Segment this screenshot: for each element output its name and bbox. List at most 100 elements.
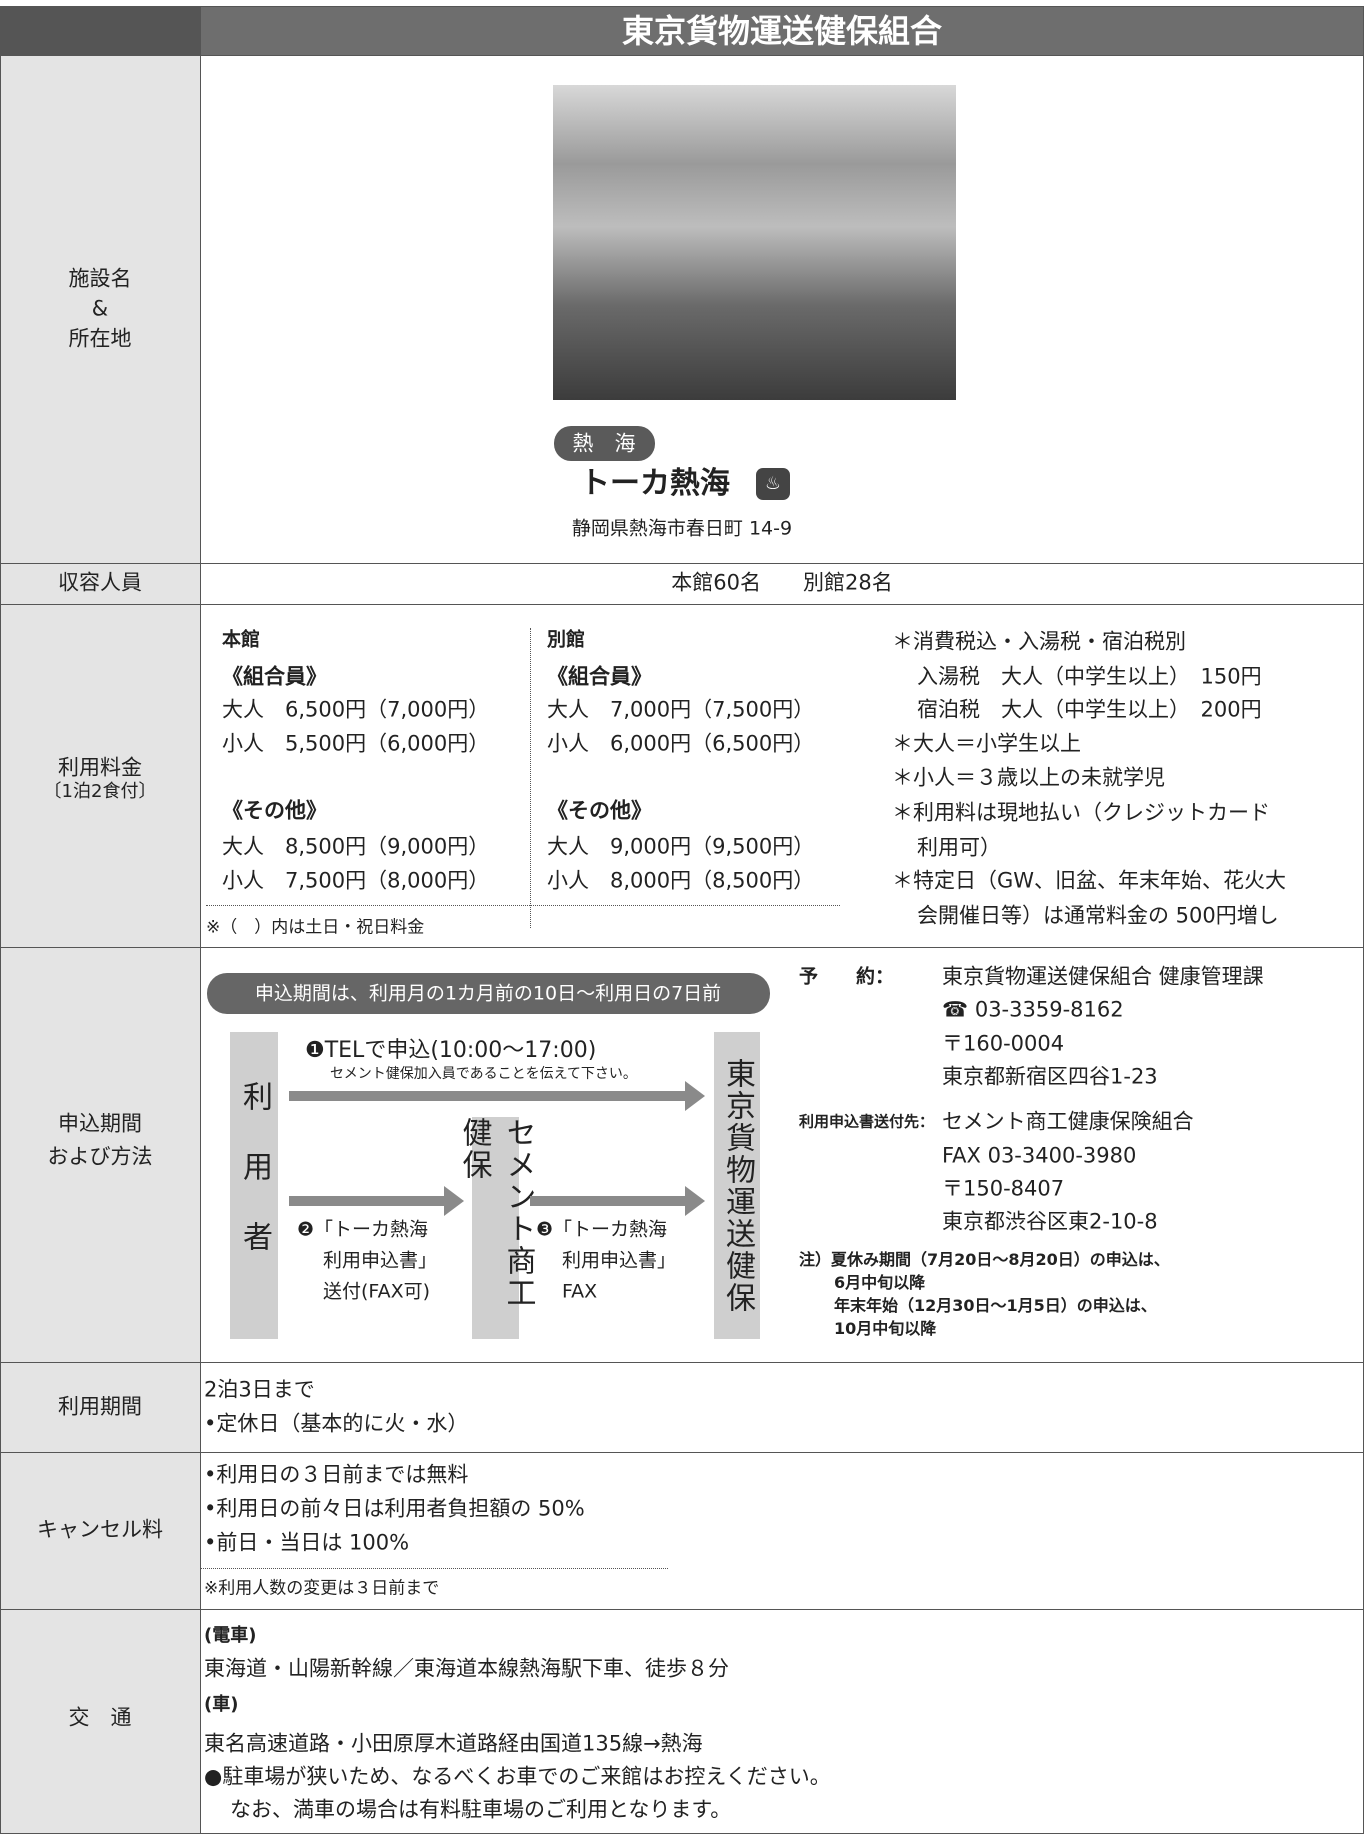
period-pill [207, 973, 770, 1014]
step: 利用申込書」 [323, 1249, 438, 1272]
text: 東海道・山陽新幹線／東海道本線熱海駅下車、徒歩８分 [204, 1656, 729, 1681]
fee-heading: 《組合員》 [222, 664, 327, 689]
text: •前日・当日は 100% [204, 1530, 410, 1555]
remark: ＊特定日（GW、旧盆、年末年始、花火大 [892, 868, 1287, 893]
contact: 〒150-8407 [942, 1176, 1065, 1201]
label: 申込期間 [58, 1111, 142, 1136]
note: 注）夏休み期間（7月20日〜8月20日）の申込は、 [799, 1250, 1170, 1269]
note: 年末年始（12月30日〜1月5日）の申込は、 [834, 1296, 1157, 1315]
field-label: 利用申込書送付先： [799, 1112, 935, 1131]
contact: セメント商工健康保険組合 [942, 1109, 1194, 1134]
rule [0, 1609, 1364, 1610]
rule [0, 55, 1364, 56]
label: & [91, 296, 109, 321]
label-cell [0, 947, 200, 1362]
user-box: 利用者 [230, 1032, 278, 1339]
text: なお、満車の場合は有料駐車場のご利用となります。 [230, 1797, 732, 1822]
arrow [530, 1186, 705, 1216]
label: および方法 [47, 1144, 153, 1169]
address: 静岡県熱海市春日町 14-9 [571, 517, 793, 540]
divider [200, 1568, 668, 1569]
step: ❸「トーカ熱海 [536, 1218, 668, 1241]
fee-heading: 別館 [547, 628, 586, 651]
rule [0, 563, 1364, 564]
contact: ☎ 03-3359-8162 [942, 997, 1124, 1022]
label: 利用料金 [58, 755, 142, 780]
title-bar [200, 6, 1364, 55]
divider [530, 628, 531, 928]
text: •定休日（基本的に火・水） [204, 1411, 469, 1436]
area-pill [554, 426, 655, 461]
label-cell [0, 1362, 200, 1452]
note: 6月中旬以降 [834, 1273, 926, 1292]
photo [553, 85, 956, 400]
onsen-icon: ♨ [756, 468, 790, 500]
fee: 大人 8,500円（9,000円） [222, 834, 490, 859]
text: •利用日の３日前までは無料 [204, 1462, 469, 1487]
text: 2泊3日まで [204, 1377, 315, 1402]
note: 10月中旬以降 [834, 1319, 937, 1338]
label: 利用期間 [58, 1394, 142, 1419]
facility-name: トーカ熱海 [580, 466, 730, 501]
rule [0, 1362, 1364, 1363]
fee-heading: 《その他》 [222, 798, 327, 823]
label-cell [0, 1609, 200, 1834]
label-cell [0, 563, 200, 604]
capacity: 本館60名 別館28名 [671, 570, 893, 595]
label-cell [0, 55, 200, 563]
step: FAX [562, 1280, 598, 1303]
cement-box: セメント商工健保 [457, 1117, 536, 1339]
divider [206, 905, 840, 906]
fee: 小人 7,500円（8,000円） [222, 868, 490, 893]
label: 所在地 [68, 326, 132, 351]
fee-heading: 《組合員》 [547, 664, 652, 689]
heading: (車) [204, 1694, 239, 1715]
arrow [289, 1186, 464, 1216]
text: ●駐車場が狭いため、なるべくお車でのご来館はお控えください。 [204, 1764, 831, 1789]
remark: 利用可） [917, 835, 1001, 860]
remark: ＊消費税込・入湯税・宿泊税別 [892, 629, 1186, 654]
contact: 東京都新宿区四谷1-23 [942, 1064, 1158, 1089]
contact: 〒160-0004 [942, 1031, 1065, 1056]
step: 送付(FAX可) [323, 1280, 431, 1303]
remark: ＊利用料は現地払い（クレジットカード [892, 800, 1270, 825]
text: ※利用人数の変更は３日前まで [204, 1578, 440, 1599]
text: 東名高速道路・小田原厚木道路経由国道135線→熱海 [204, 1731, 703, 1756]
fee-heading: 本館 [222, 628, 261, 651]
rule [200, 6, 201, 1834]
rule [0, 1452, 1364, 1453]
heading: (電車) [204, 1625, 257, 1646]
remark: ＊大人＝小学生以上 [892, 731, 1081, 756]
fee: 大人 7,000円（7,500円） [547, 697, 815, 722]
area: 熱 海 [572, 431, 636, 456]
rule [0, 947, 1364, 948]
fee-note: ※（ ）内は土日・祝日料金 [206, 917, 425, 938]
rule [0, 604, 1364, 605]
remark: 会開催日等）は通常料金の 500円増し [917, 903, 1279, 928]
title: 東京貨物運送健保組合 [621, 12, 943, 50]
step: ❶TELで申込(10:00〜17:00) [305, 1038, 597, 1063]
label: 交 通 [68, 1705, 132, 1730]
arrow [289, 1081, 705, 1111]
corner [0, 6, 200, 55]
contact: 東京都渋谷区東2-10-8 [942, 1209, 1158, 1234]
fee: 小人 6,000円（6,500円） [547, 731, 815, 756]
remark: ＊小人＝３歳以上の未就学児 [892, 765, 1165, 790]
fee: 大人 9,000円（9,500円） [547, 834, 815, 859]
field-label: 予 約： [799, 965, 895, 988]
label: キャンセル料 [37, 1517, 163, 1542]
label: 施設名 [68, 266, 132, 291]
fee: 小人 8,000円（8,500円） [547, 868, 815, 893]
contact: FAX 03-3400-3980 [942, 1143, 1137, 1168]
label-cell [0, 604, 200, 947]
tokyo-box: 東京貨物運送健保 [714, 1032, 760, 1339]
rule [0, 6, 1364, 7]
label: 収容人員 [58, 570, 142, 595]
rule [0, 6, 1, 1834]
contact: 東京貨物運送健保組合 健康管理課 [942, 964, 1264, 989]
step: 利用申込書」 [562, 1249, 677, 1272]
fee: 小人 5,500円（6,000円） [222, 731, 490, 756]
period: 申込期間は、利用月の1カ月前の10日〜利用日の7日前 [254, 982, 722, 1005]
fee: 大人 6,500円（7,000円） [222, 697, 490, 722]
